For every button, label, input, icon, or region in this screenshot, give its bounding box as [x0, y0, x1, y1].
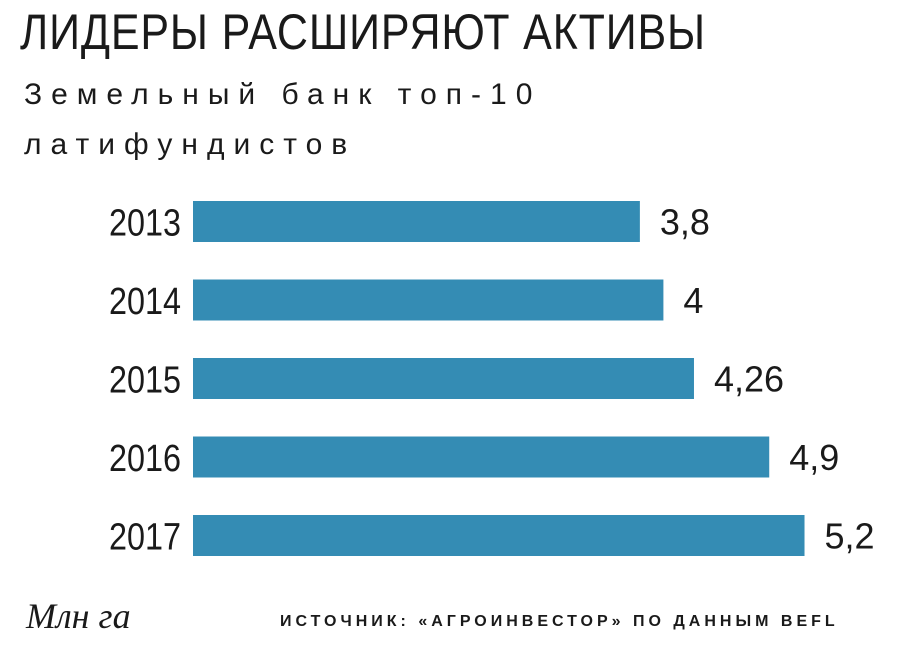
unit-label: Млн га — [26, 596, 131, 636]
value-label: 4,9 — [789, 437, 839, 478]
value-label: 3,8 — [660, 202, 710, 243]
value-label: 4 — [683, 280, 703, 321]
category-label: 2015 — [109, 360, 181, 402]
value-label: 5,2 — [825, 516, 875, 557]
value-label: 4,26 — [714, 359, 784, 400]
bar — [193, 279, 664, 321]
chart-title: ЛИДЕРЫ РАСШИРЯЮТ АКТИВЫ — [20, 4, 706, 60]
bar — [193, 436, 770, 478]
category-label: 2014 — [109, 281, 181, 323]
category-label: 2013 — [109, 203, 181, 245]
bar — [193, 515, 805, 556]
chart-subtitle: Земельный банк топ-10 латифундистов — [24, 78, 542, 161]
bar — [193, 358, 694, 399]
bar — [193, 201, 640, 242]
category-label: 2017 — [109, 517, 181, 559]
source-note: ИСТОЧНИК: «АГРОИНВЕСТОР» ПО ДАННЫМ BEFL — [280, 613, 839, 630]
category-label: 2016 — [109, 438, 181, 480]
